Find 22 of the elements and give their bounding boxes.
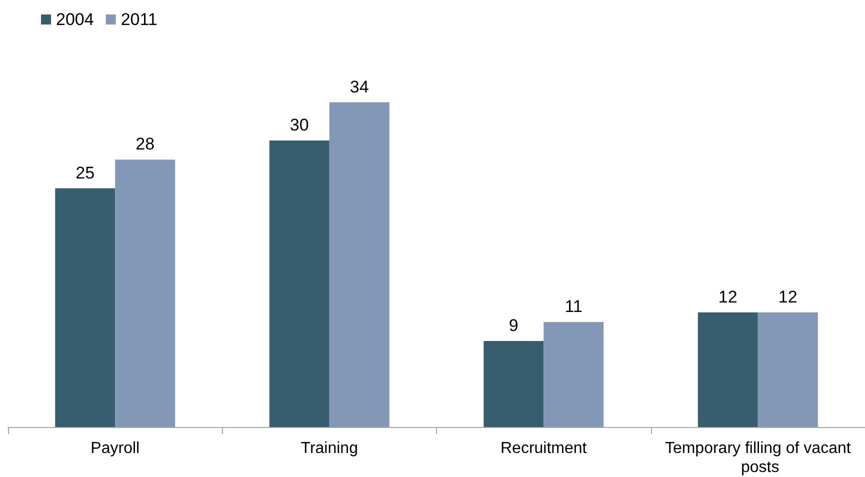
data-label: 12 bbox=[718, 287, 738, 306]
data-label: 12 bbox=[778, 287, 798, 306]
legend-label: 2011 bbox=[120, 10, 158, 29]
bar bbox=[758, 312, 818, 427]
bar bbox=[269, 140, 330, 427]
data-label: 34 bbox=[350, 77, 369, 96]
bar bbox=[329, 102, 390, 427]
data-label: 11 bbox=[564, 296, 582, 316]
bar bbox=[484, 341, 544, 427]
data-label: 30 bbox=[290, 116, 309, 134]
data-label: 9 bbox=[508, 316, 518, 336]
bar bbox=[698, 312, 758, 427]
x-tick-label: Training bbox=[300, 440, 358, 457]
bar bbox=[544, 322, 604, 427]
bar bbox=[115, 160, 176, 427]
x-tick-label: Recruitment bbox=[500, 440, 588, 457]
legend-label: 2004 bbox=[56, 10, 94, 29]
data-label: 25 bbox=[76, 163, 95, 182]
data-label: 28 bbox=[136, 134, 155, 154]
x-tick-label: Payroll bbox=[90, 440, 140, 457]
bar bbox=[55, 188, 116, 427]
x-tick-label: Temporary filling of vacant posts bbox=[664, 440, 852, 476]
